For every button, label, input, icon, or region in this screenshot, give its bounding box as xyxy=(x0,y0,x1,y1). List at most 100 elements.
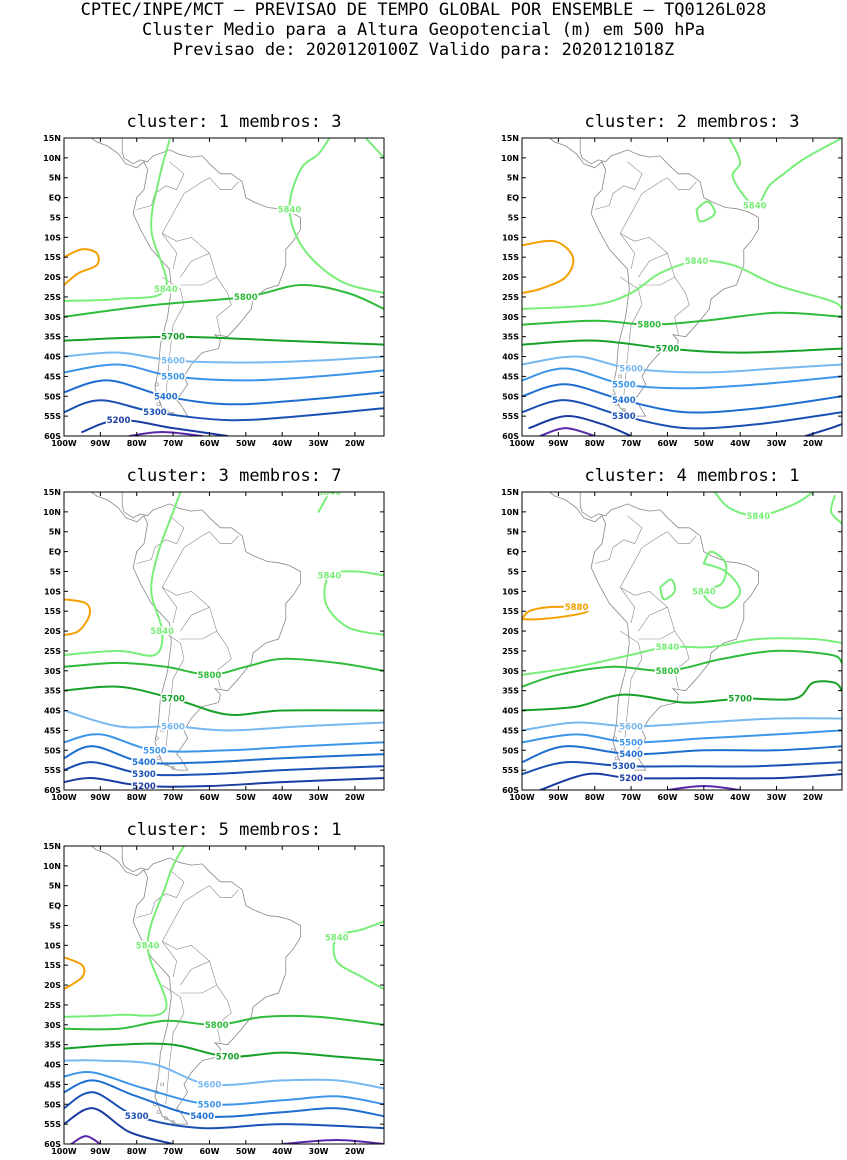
plot-background xyxy=(64,138,384,436)
lat-label: 60S xyxy=(502,432,519,441)
lat-label: 15N xyxy=(43,842,61,851)
lat-label: 15N xyxy=(501,488,519,497)
contour-5400 xyxy=(64,379,384,406)
contour-5700 xyxy=(64,1042,384,1062)
plot-area: 5840 5840 5800 5700 5600 5500 5400 5300 xyxy=(522,138,842,436)
contour-label-5800: 5800 xyxy=(637,321,661,331)
contour-5500 xyxy=(522,367,842,390)
country-border xyxy=(180,276,217,286)
lon-label: 20W xyxy=(345,439,365,448)
contour-label-5840: 5840 xyxy=(743,202,767,212)
contour-label-5600: 5600 xyxy=(161,722,185,732)
contour-label-5840: 5840 xyxy=(692,587,716,597)
lon-label: 50W xyxy=(236,793,256,802)
chilean-island xyxy=(156,402,161,407)
country-border xyxy=(161,587,178,624)
lon-label: 20W xyxy=(345,793,365,802)
lat-label: 20S xyxy=(44,273,61,282)
lon-label: 30W xyxy=(309,439,329,448)
lat-label: 40S xyxy=(44,707,61,716)
lon-label: 100W xyxy=(51,793,77,802)
lat-label: 20S xyxy=(502,273,519,282)
lat-label: 45S xyxy=(502,372,519,381)
country-border xyxy=(180,984,217,994)
plot-frame xyxy=(63,845,385,1145)
lat-label: 35S xyxy=(44,687,61,696)
lat-label: 20S xyxy=(502,627,519,636)
chilean-island xyxy=(156,1110,161,1115)
contour-5300 xyxy=(522,760,842,776)
plot-area: 5840 5840 5800 5700 5600 5500 5400 5300 5200 xyxy=(64,138,384,436)
lat-label: 10N xyxy=(43,154,61,163)
contour-label-5300: 5300 xyxy=(612,412,636,422)
contour-label-5840: 5840 xyxy=(136,941,160,951)
lat-label: 15N xyxy=(43,134,61,143)
lon-label: 70W xyxy=(163,793,183,802)
lat-label: 10N xyxy=(501,154,519,163)
contour-5880 xyxy=(64,248,100,286)
lat-label: 25S xyxy=(502,293,519,302)
lon-label: 90W xyxy=(90,439,110,448)
contour-label-5700: 5700 xyxy=(216,1053,240,1063)
contour-label-5300: 5300 xyxy=(132,770,156,780)
contour-5100 xyxy=(281,1139,384,1144)
contour-label-5840: 5840 xyxy=(656,643,680,653)
contour-5400 xyxy=(64,1079,384,1118)
lon-label: 60W xyxy=(657,439,677,448)
contour-label-5700: 5700 xyxy=(161,333,185,343)
lat-label: 60S xyxy=(502,786,519,795)
lon-label: 50W xyxy=(236,1147,256,1156)
plot-area: 5880 5840 5840 5840 5800 5700 5600 5500 5400 5300… xyxy=(522,492,842,790)
lat-label: EQ xyxy=(507,548,519,557)
chilean-island xyxy=(621,408,626,413)
lat-label: 45S xyxy=(44,726,61,735)
plot-frame xyxy=(521,491,843,791)
country-border xyxy=(183,885,239,902)
contour-label-5840: 5840 xyxy=(318,488,342,498)
contour-5840 xyxy=(522,259,842,310)
chilean-island xyxy=(614,402,619,407)
contour-label-5600: 5600 xyxy=(161,357,185,367)
panel-title: cluster: 1 membros: 3 xyxy=(126,112,342,132)
lon-label: 70W xyxy=(163,1147,183,1156)
contour-5300 xyxy=(64,761,384,777)
lat-label: 35S xyxy=(44,333,61,342)
contour-label-5700: 5700 xyxy=(728,695,752,705)
lon-label: 50W xyxy=(236,439,256,448)
lat-label: 20S xyxy=(44,627,61,636)
country-border xyxy=(180,606,210,632)
lon-label: 80W xyxy=(585,793,605,802)
lat-label: 5N xyxy=(507,528,519,537)
lat-label: 55S xyxy=(502,766,519,775)
panel-title: cluster: 2 membros: 3 xyxy=(584,112,800,132)
lon-label: 90W xyxy=(548,793,568,802)
lat-label: 35S xyxy=(44,1041,61,1050)
lon-label: 70W xyxy=(621,793,641,802)
cluster-map-5: 5840 5840 5800 5700 5600 5500 5400 5300 15N 10N 5N… xyxy=(43,842,385,1156)
lat-label: 15S xyxy=(44,607,61,616)
contour-label-5880: 5880 xyxy=(565,603,589,613)
contour-5840 xyxy=(317,492,331,513)
lat-label: 55S xyxy=(44,412,61,421)
cluster-panel-1: cluster: 1 membros: 3 5840 5840 5800 5700 56… xyxy=(20,112,404,452)
contour-5880 xyxy=(64,956,86,990)
chilean-island xyxy=(156,756,161,761)
lat-label: 35S xyxy=(502,333,519,342)
contour-label-5700: 5700 xyxy=(656,345,680,355)
lat-label: 5N xyxy=(49,882,61,891)
contour-5840 xyxy=(64,139,171,302)
contour-5840 xyxy=(288,138,384,294)
plot-frame xyxy=(521,137,843,437)
contour-5840 xyxy=(522,637,842,676)
contour-label-5600: 5600 xyxy=(198,1080,222,1090)
contour-5300 xyxy=(64,399,384,422)
country-border xyxy=(619,233,636,270)
contour-label-5500: 5500 xyxy=(143,746,167,756)
contour-5840 xyxy=(64,492,182,657)
coastline xyxy=(74,492,301,771)
country-border xyxy=(162,276,185,397)
lon-label: 60W xyxy=(199,793,219,802)
contour-5880 xyxy=(64,598,92,636)
lon-label: 30W xyxy=(767,439,787,448)
plot-frame xyxy=(63,137,385,437)
